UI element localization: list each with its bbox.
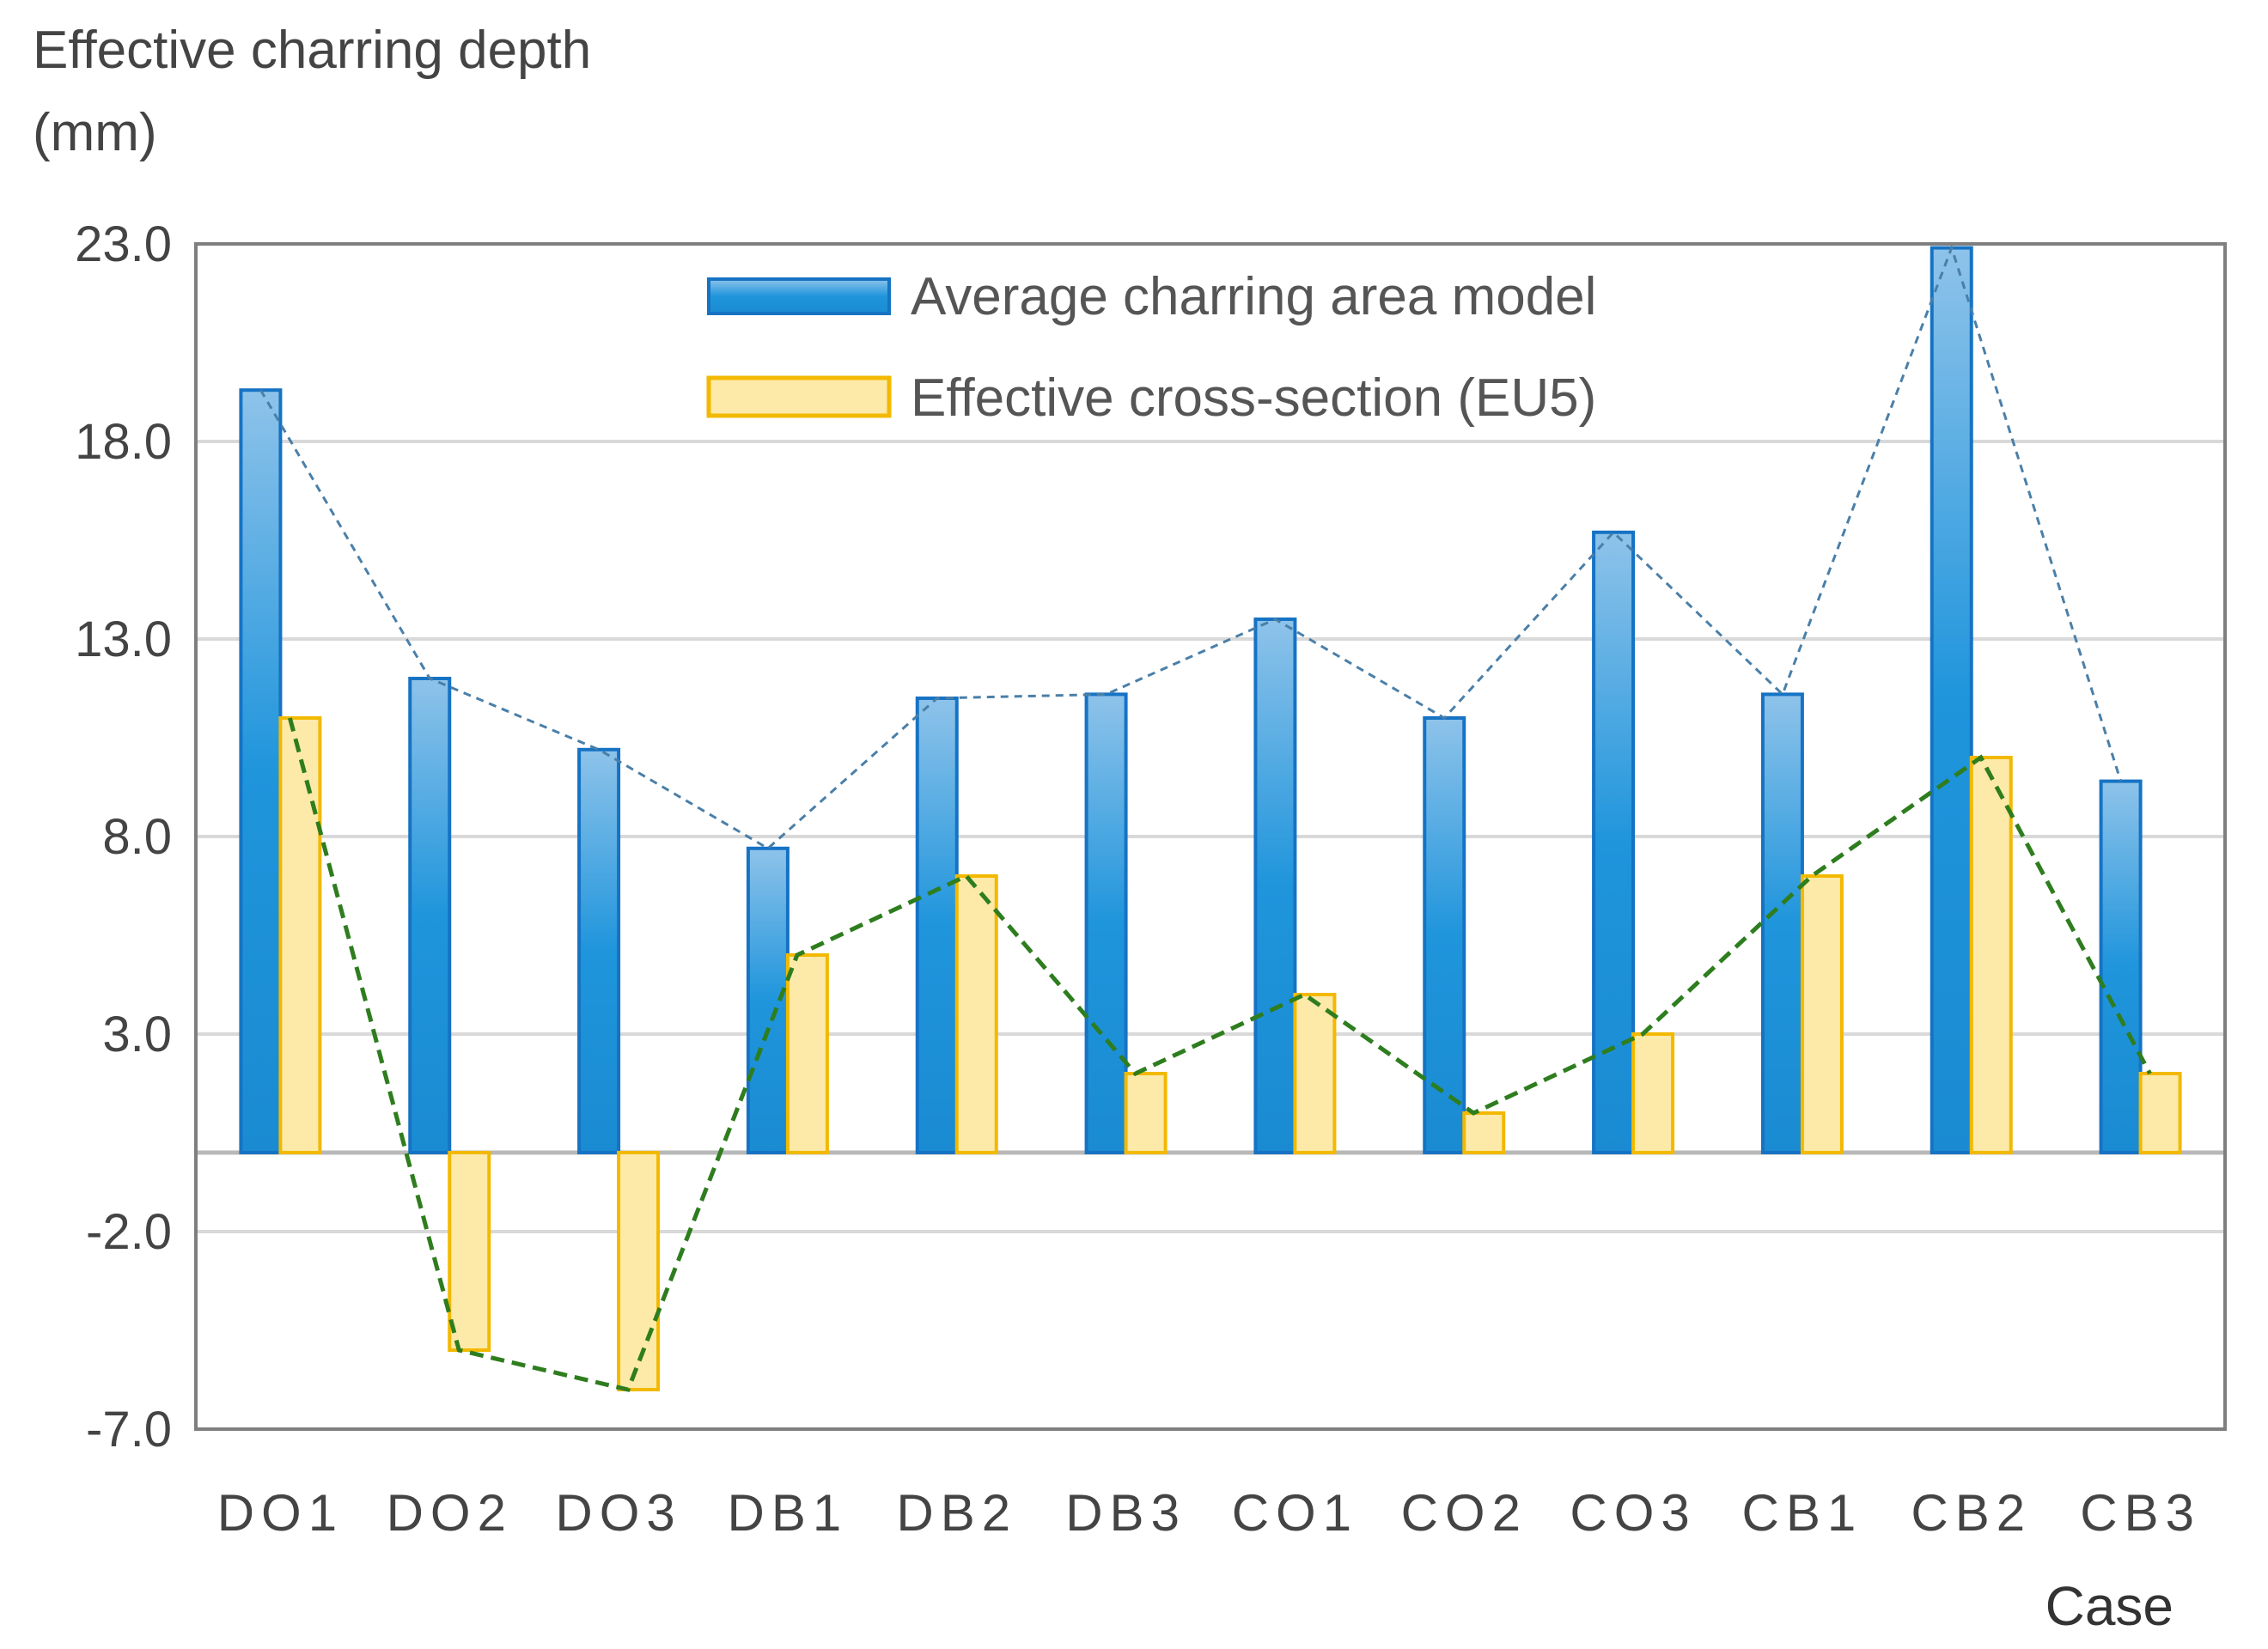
y-tick-label: 3.0 — [102, 1007, 172, 1062]
y-tick-label: 23.0 — [75, 216, 172, 272]
bar-model-DO3 — [577, 747, 621, 1154]
x-tick-label-CB3: CB3 — [2080, 1484, 2201, 1542]
x-axis-title: Case — [2045, 1575, 2174, 1637]
x-tick-labels: DO1 DO2 DO3 DB1 DB2 DB3 CO1 CO2 CO3 CB1 CB2 CB3 — [217, 1484, 2201, 1542]
y-tick-labels: 23.0 18.0 13.0 8.0 3.0 -2.0 -7.0 — [75, 216, 172, 1457]
y-tick-label: -7.0 — [86, 1402, 172, 1457]
bar-model-CO1 — [1253, 618, 1297, 1154]
y-tick-label: -2.0 — [86, 1204, 172, 1260]
bars — [239, 246, 2182, 1391]
bar-model-CB1 — [1760, 692, 1804, 1154]
legend-swatch-model — [707, 277, 891, 315]
trend-line-eu5 — [288, 717, 2152, 1392]
y-tick-label: 8.0 — [102, 809, 172, 865]
y-tick-label: 18.0 — [75, 414, 172, 470]
x-tick-label-CO3: CO3 — [1570, 1484, 1696, 1542]
plot-frame — [194, 242, 2227, 1431]
bar-eu5-DO2 — [448, 1151, 491, 1352]
legend-label-model: Average charring area model — [911, 267, 1596, 326]
x-tick-label-CO1: CO1 — [1232, 1484, 1358, 1542]
bar-model-CB2 — [1930, 246, 1973, 1155]
bar-eu5-DB2 — [954, 874, 998, 1154]
bar-eu5-CB3 — [2138, 1072, 2182, 1154]
bar-model-CB3 — [2099, 779, 2143, 1154]
bar-model-DB3 — [1084, 692, 1128, 1154]
x-tick-label-DB1: DB1 — [728, 1484, 849, 1542]
bar-eu5-DB3 — [1124, 1072, 1168, 1154]
bar-eu5-CO1 — [1293, 993, 1337, 1154]
bar-eu5-DB1 — [785, 953, 829, 1154]
x-tick-label-DO2: DO2 — [387, 1484, 513, 1542]
gridlines — [196, 440, 2225, 1233]
y-axis-title-line2: (mm) — [33, 103, 157, 162]
bar-model-DO2 — [408, 677, 452, 1154]
legend: Average charring area model Effective cr… — [706, 267, 1596, 428]
trend-line-model — [259, 244, 2123, 850]
x-tick-label-CO2: CO2 — [1401, 1484, 1527, 1542]
bar-eu5-DO1 — [278, 716, 322, 1154]
x-tick-label-DO1: DO1 — [217, 1484, 344, 1542]
legend-label-eu5: Effective cross-section (EU5) — [911, 368, 1596, 428]
x-tick-label-CB2: CB2 — [1911, 1484, 2032, 1542]
x-tick-label-DO3: DO3 — [555, 1484, 681, 1542]
bar-eu5-DO3 — [617, 1151, 661, 1391]
x-tick-label-DB2: DB2 — [896, 1484, 1017, 1542]
bar-eu5-CB1 — [1800, 874, 1844, 1154]
bar-model-DO1 — [239, 388, 283, 1154]
bar-model-DB1 — [746, 846, 790, 1154]
y-tick-label: 13.0 — [75, 612, 172, 667]
x-tick-label-DB3: DB3 — [1065, 1484, 1186, 1542]
x-tick-label-CB1: CB1 — [1742, 1484, 1863, 1542]
bar-model-CO2 — [1423, 716, 1466, 1154]
trend-lines — [259, 244, 2152, 1392]
bar-eu5-CO3 — [1631, 1032, 1675, 1154]
y-axis-title-line1: Effective charring depth — [33, 21, 592, 80]
legend-swatch-eu5 — [706, 375, 892, 418]
bar-eu5-CB2 — [1969, 756, 2013, 1154]
bar-model-CO3 — [1592, 530, 1636, 1154]
bar-eu5-CO2 — [1462, 1111, 1506, 1154]
bar-model-DB2 — [915, 697, 959, 1154]
